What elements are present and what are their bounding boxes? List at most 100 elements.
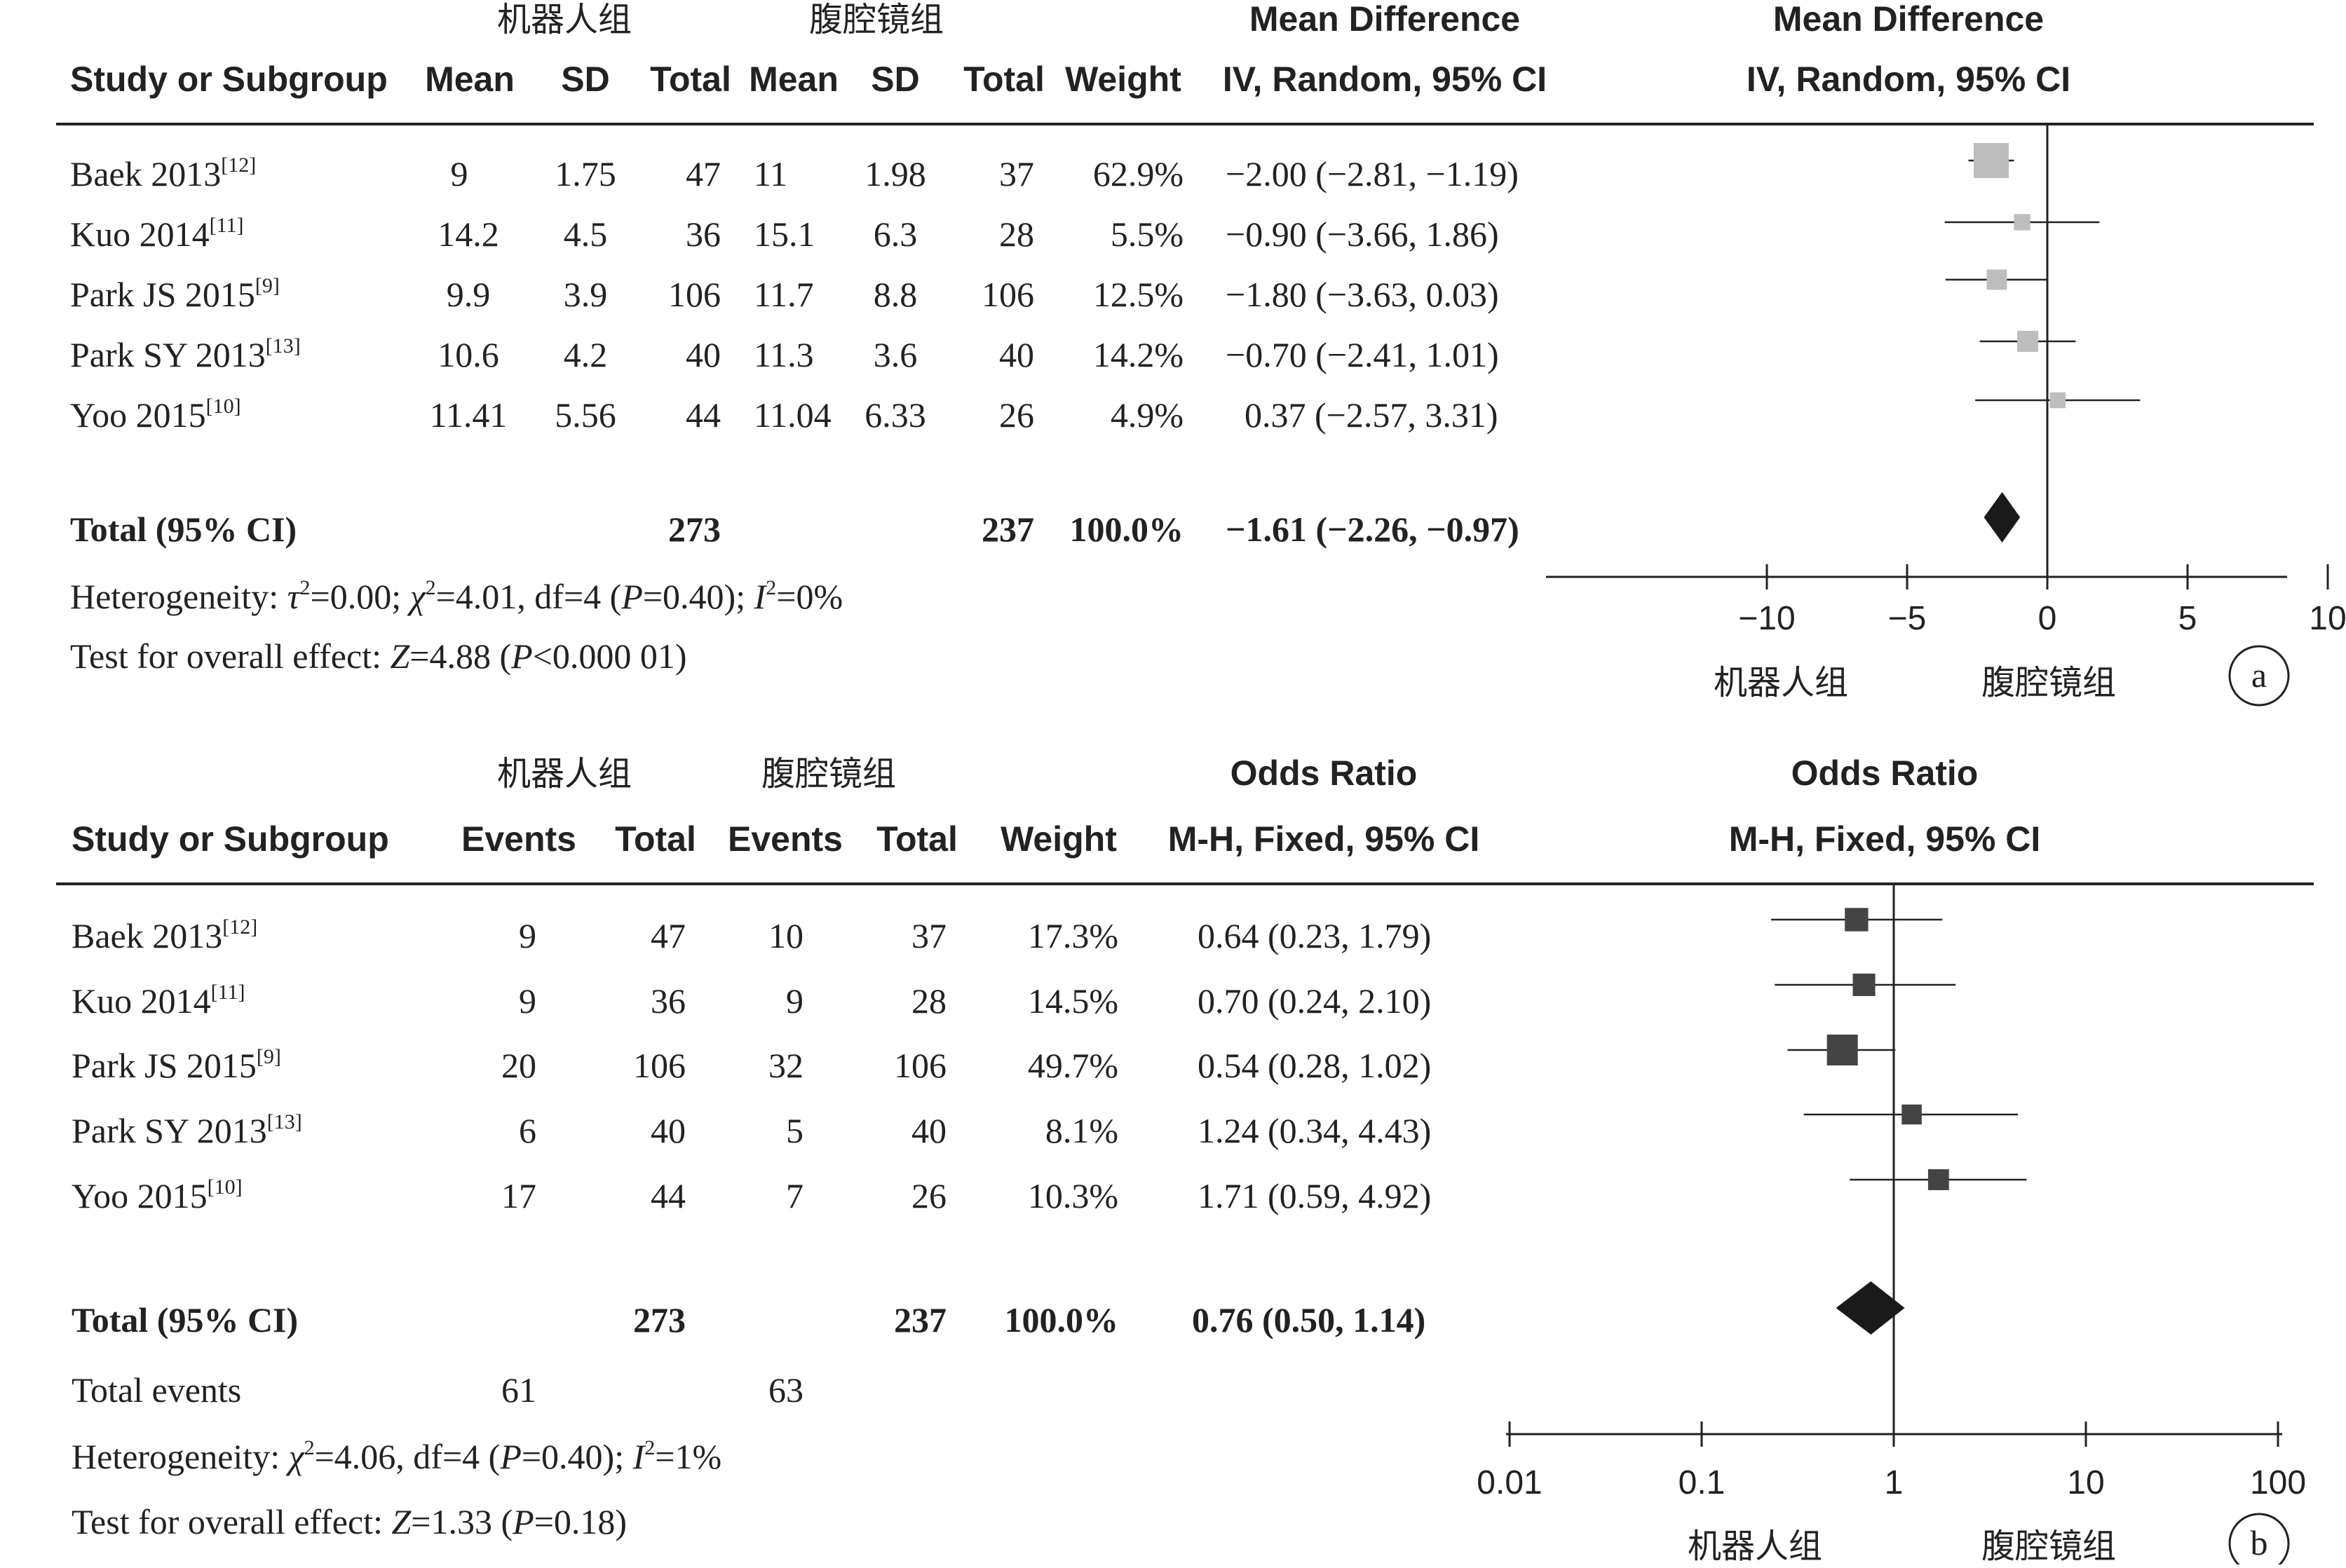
- total-lap: 26: [911, 1176, 947, 1215]
- sd-robot: 3.9: [564, 275, 608, 314]
- panel-b: 机器人组 腹腔镜组 Odds Ratio Odds Ratio Study or…: [56, 754, 2314, 1568]
- study-name: Kuo 2014[11]: [70, 214, 243, 254]
- sd-robot: 4.5: [564, 214, 608, 254]
- effect-ci: 1.71 (0.59, 4.92): [1198, 1176, 1431, 1215]
- study-name: Yoo 2015[10]: [72, 1175, 243, 1215]
- effect-marker: [1826, 1035, 1858, 1065]
- study-name: Kuo 2014[11]: [72, 981, 245, 1021]
- study-name: Baek 2013[12]: [72, 915, 257, 955]
- col-header-total-robot: Total: [615, 819, 696, 859]
- weight: 100.0%: [1005, 1300, 1119, 1339]
- mean-robot: 14.2: [438, 214, 499, 254]
- axis-left-label: 机器人组: [1688, 1527, 1822, 1564]
- col-header-mean-lap: Mean: [749, 60, 839, 99]
- sd-lap: 3.6: [874, 335, 918, 374]
- weight: 14.5%: [1028, 981, 1118, 1021]
- effect-marker: [1974, 143, 2009, 178]
- total-lap: 26: [999, 395, 1034, 435]
- total-robot: 44: [686, 395, 721, 435]
- effect-ci: 0.70 (0.24, 2.10): [1198, 981, 1431, 1021]
- table-row: Park SY 2013[13] 6 40 5 40 8.1% 1.24 (0.…: [72, 1110, 1431, 1150]
- study-name: Park SY 2013[13]: [70, 334, 301, 374]
- table-row: Yoo 2015[10] 17 44 7 26 10.3% 1.71 (0.59…: [72, 1175, 1431, 1215]
- effect-marker: [1901, 1104, 1922, 1125]
- col-header-mean-robot: Mean: [425, 60, 515, 99]
- effect-ci: −0.70 (−2.41, 1.01): [1226, 335, 1499, 374]
- weight: 4.9%: [1111, 395, 1184, 435]
- col-header-total-lap: Total: [963, 60, 1045, 99]
- effect-title: Odds Ratio: [1230, 754, 1418, 793]
- effect-title: Mean Difference: [1249, 0, 1520, 39]
- heterogeneity-text: Heterogeneity: χ2=4.06, df=4 (P=0.40); I…: [72, 1436, 721, 1476]
- weight: 49.7%: [1028, 1046, 1118, 1085]
- total-robot: 40: [651, 1111, 686, 1150]
- panel-label: a: [2251, 655, 2267, 695]
- x-tick-label: 0.01: [1477, 1464, 1542, 1501]
- mean-lap: 11.7: [754, 275, 814, 314]
- group-header-laparoscopic: 腹腔镜组: [761, 754, 896, 793]
- sd-robot: 5.56: [555, 395, 616, 435]
- col-header-study: Study or Subgroup: [70, 60, 388, 99]
- effect-ci: −2.00 (−2.81, −1.19): [1226, 154, 1519, 193]
- table-row: Kuo 2014[11] 9 36 9 28 14.5% 0.70 (0.24,…: [72, 981, 1431, 1021]
- x-tick-label: 1: [1885, 1464, 1904, 1501]
- effect-marker: [2016, 330, 2039, 353]
- total-robot: 106: [633, 1046, 686, 1085]
- effect-marker: [1852, 973, 1876, 997]
- panel-label-circle: [2228, 1513, 2290, 1568]
- sd-robot: 1.75: [555, 154, 616, 193]
- group-header-laparoscopic: 腹腔镜组: [809, 0, 944, 39]
- x-tick-label: 0: [2038, 600, 2057, 637]
- events-lap: 32: [768, 1046, 804, 1085]
- x-tick-label: 100: [2250, 1464, 2306, 1501]
- total-robot: 36: [651, 981, 686, 1021]
- table-row: Kuo 2014[11] 14.2 4.5 36 15.1 6.3 28 5.5…: [70, 214, 1499, 254]
- overall-effect-text: Test for overall effect: Z=1.33 (P=0.18): [72, 1502, 627, 1541]
- mean-robot: 10.6: [438, 335, 499, 374]
- weight: 8.1%: [1045, 1111, 1118, 1150]
- effect-marker: [1986, 269, 2007, 290]
- col-header-total-lap: Total: [876, 819, 958, 859]
- total-lap: 106: [894, 1046, 947, 1085]
- events-lap: 10: [768, 916, 804, 955]
- table-row: Yoo 2015[10] 11.41 5.56 44 11.04 6.33 26…: [70, 395, 1498, 435]
- total-robot: 106: [668, 275, 721, 314]
- x-tick-label: 5: [2178, 600, 2197, 637]
- forest-plot-b: 0.01 0.1 1 10 100: [1477, 885, 2306, 1501]
- heterogeneity-text: Heterogeneity: τ2=0.00; χ2=4.01, df=4 (P…: [70, 576, 843, 616]
- total-lap: 237: [982, 510, 1034, 549]
- col-header-events-robot: Events: [461, 819, 576, 859]
- sd-lap: 6.33: [865, 395, 926, 435]
- events-robot: 17: [501, 1176, 536, 1215]
- col-header-weight: Weight: [1065, 60, 1181, 99]
- axis-left-label: 机器人组: [1714, 663, 1848, 702]
- total-robot: 40: [686, 335, 721, 374]
- total-robot: 47: [686, 154, 721, 193]
- plot-subtitle: IV, Random, 95% CI: [1747, 60, 2070, 99]
- axis-right-label: 腹腔镜组: [1981, 1527, 2116, 1564]
- effect-marker: [2014, 214, 2030, 231]
- events-robot: 61: [501, 1370, 536, 1410]
- total-lap: 28: [999, 214, 1034, 254]
- events-lap: 63: [768, 1370, 804, 1410]
- study-name: Park JS 2015[9]: [70, 274, 280, 314]
- col-header-sd-lap: SD: [871, 60, 919, 99]
- study-name: Park JS 2015[9]: [72, 1045, 281, 1085]
- mean-lap: 11.04: [754, 395, 832, 435]
- x-tick-label: −10: [1738, 600, 1795, 637]
- events-robot: 9: [519, 916, 536, 955]
- events-robot: 9: [519, 981, 536, 1021]
- mean-robot: 9: [451, 154, 468, 193]
- total-lap: 40: [911, 1111, 947, 1150]
- col-header-study: Study or Subgroup: [72, 819, 389, 859]
- total-label: Total (95% CI): [72, 1300, 298, 1339]
- total-lap: 37: [911, 916, 947, 955]
- mean-lap: 15.1: [754, 214, 815, 254]
- study-name: Park SY 2013[13]: [72, 1110, 302, 1150]
- x-tick-label: 10: [2067, 1464, 2104, 1501]
- sd-lap: 1.98: [865, 154, 926, 193]
- col-header-sd-robot: SD: [561, 60, 609, 99]
- total-robot: 44: [651, 1176, 686, 1215]
